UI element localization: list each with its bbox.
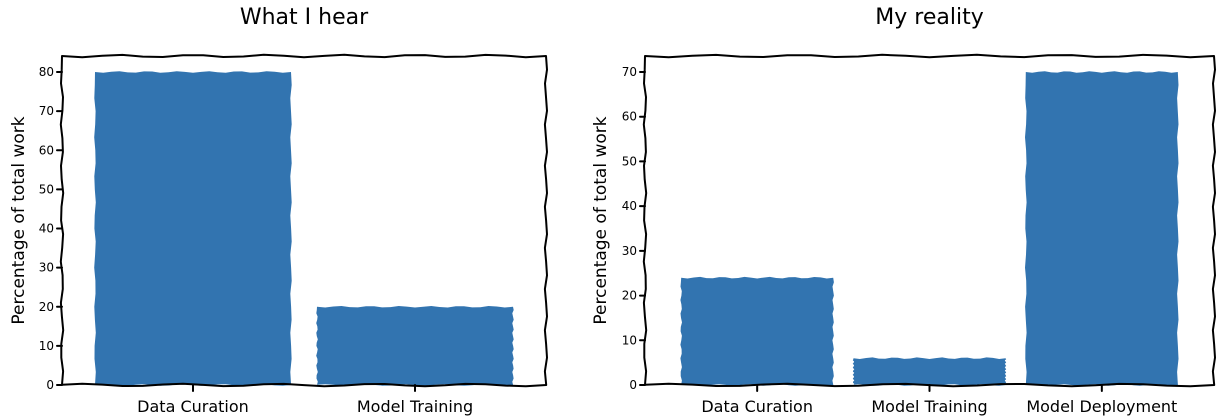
chart-title: What I hear (240, 5, 369, 30)
y-tick-label: 50 (622, 154, 637, 168)
y-tick-label: 40 (622, 199, 637, 213)
x-tick-label: Model Deployment (1026, 397, 1177, 416)
y-tick-label: 60 (622, 110, 637, 124)
y-axis-label: Percentage of total work (9, 116, 29, 324)
y-tick-label: 50 (39, 182, 54, 196)
y-tick-label: 0 (629, 378, 637, 392)
y-tick-label: 30 (622, 244, 637, 258)
bar-model-deployment (1025, 71, 1179, 386)
y-axis-label: Percentage of total work (591, 116, 611, 324)
y-tick-label: 40 (39, 222, 54, 236)
y-tick-label: 20 (622, 289, 637, 303)
chart-my-reality: My reality Percentage of total work Data C… (591, 5, 1216, 416)
y-tick-label: 70 (39, 104, 54, 118)
bar-data-curation (680, 276, 834, 386)
y-tick-label: 30 (39, 261, 54, 275)
x-tick-label: Data Curation (701, 397, 813, 416)
bar-data-curation (94, 71, 292, 386)
y-tick-label: 70 (622, 65, 637, 79)
y-tick-label: 60 (39, 143, 54, 157)
y-tick-label: 10 (622, 333, 637, 347)
plot-frame (642, 53, 1216, 388)
chart-what-i-hear: What I hear Percentage of total work Data … (9, 5, 548, 416)
plot-frame (59, 53, 548, 388)
y-tick-label: 80 (39, 65, 54, 79)
x-tick-label: Model Training (357, 397, 473, 416)
y-tick-label: 0 (46, 378, 54, 392)
x-tick-label: Model Training (871, 397, 987, 416)
chart-title: My reality (875, 5, 983, 30)
y-tick-label: 20 (39, 300, 54, 314)
bar-model-training (316, 306, 514, 386)
bar-model-training (852, 357, 1007, 386)
y-tick-label: 10 (39, 339, 54, 353)
x-tick-label: Data Curation (137, 397, 249, 416)
